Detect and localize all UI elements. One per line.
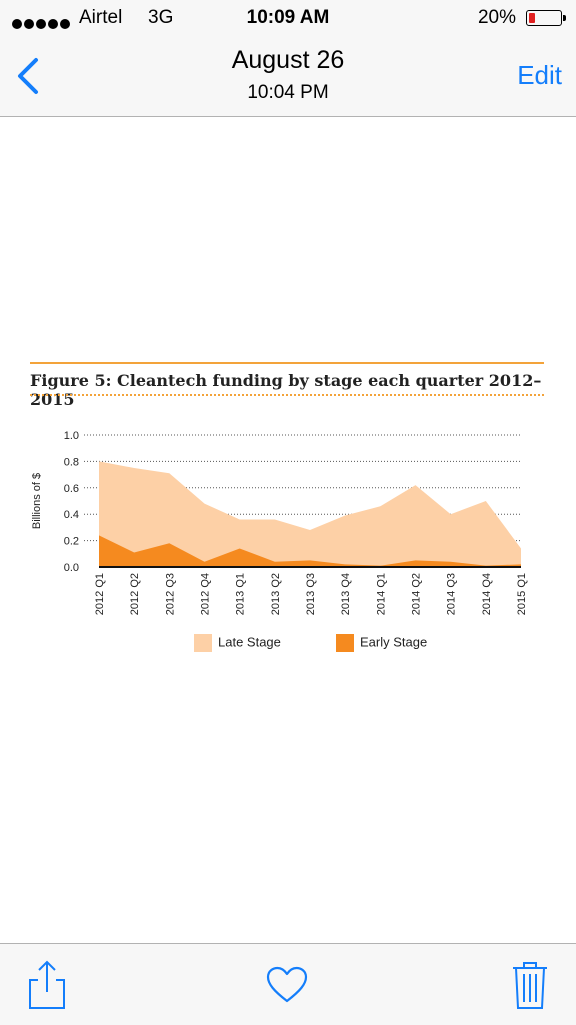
favorite-button[interactable]: [266, 966, 308, 1009]
battery-icon: [526, 10, 566, 26]
photo-date-title: August 26: [231, 46, 345, 74]
signal-strength-icon: [12, 13, 72, 35]
x-tick-label: 2014 Q1: [375, 573, 387, 615]
heart-icon: [266, 966, 308, 1003]
figure-top-rule: [30, 362, 544, 364]
battery-percentage: 20%: [477, 7, 516, 28]
legend-late-stage: Late Stage: [194, 634, 281, 652]
y-tick-label: 0.4: [64, 509, 79, 521]
figure-bottom-rule: [30, 394, 544, 396]
legend-late-stage-label: Late Stage: [218, 634, 281, 650]
x-tick-label: 2013 Q1: [235, 573, 247, 615]
x-tick-label: 2013 Q3: [305, 573, 317, 615]
x-tick-label: 2012 Q1: [94, 573, 106, 615]
x-tick-label: 2013 Q4: [340, 573, 352, 615]
x-tick-label: 2012 Q2: [129, 573, 141, 615]
legend-early-stage: Early Stage: [336, 634, 427, 652]
x-tick-label: 2013 Q2: [270, 573, 282, 615]
x-tick-label: 2014 Q2: [411, 573, 423, 615]
y-axis-label: Billions of $: [31, 473, 43, 529]
y-tick-label: 1.0: [64, 430, 79, 442]
y-tick-label: 0.2: [64, 536, 79, 548]
y-tick-label: 0.0: [64, 562, 79, 574]
x-tick-label: 2015 Q1: [516, 573, 528, 615]
series-early-stage-area: [99, 535, 521, 567]
chevron-left-icon: [18, 58, 38, 94]
network-type: 3G: [148, 7, 174, 28]
legend-early-stage-swatch: [336, 634, 354, 652]
x-tick-label: 2012 Q4: [200, 573, 212, 615]
status-bar: Airtel 3G 10:09 AM 20%: [0, 0, 576, 36]
edit-button[interactable]: Edit: [517, 60, 562, 90]
back-button[interactable]: [14, 56, 44, 96]
y-tick-label: 0.8: [64, 456, 79, 468]
status-time: 10:09 AM: [246, 7, 330, 28]
share-button[interactable]: [28, 960, 66, 1015]
x-tick-label: 2014 Q4: [481, 573, 493, 615]
share-icon: [29, 960, 65, 1009]
funding-area-chart: 1.0 0.8 0.6 0.4 0.2 0.0 Billions of $ 2012 Q1 20…: [31, 430, 528, 615]
photo-view[interactable]: Figure 5: Cleantech funding by stage eac…: [0, 117, 576, 943]
photo-time-subtitle: 10:04 PM: [247, 82, 329, 103]
legend-late-stage-swatch: [194, 634, 212, 652]
series-late-stage-area: [99, 461, 521, 567]
delete-button[interactable]: [512, 960, 548, 1015]
trash-icon: [513, 962, 547, 1009]
bottom-toolbar: [0, 943, 576, 1025]
carrier-name: Airtel: [79, 7, 123, 28]
navigation-header: Airtel 3G 10:09 AM 20% August 26 10:04 P…: [0, 0, 576, 117]
x-tick-label: 2012 Q3: [164, 573, 176, 615]
legend-early-stage-label: Early Stage: [360, 634, 428, 650]
y-tick-label: 0.6: [64, 483, 79, 495]
x-tick-label: 2014 Q3: [446, 573, 458, 615]
